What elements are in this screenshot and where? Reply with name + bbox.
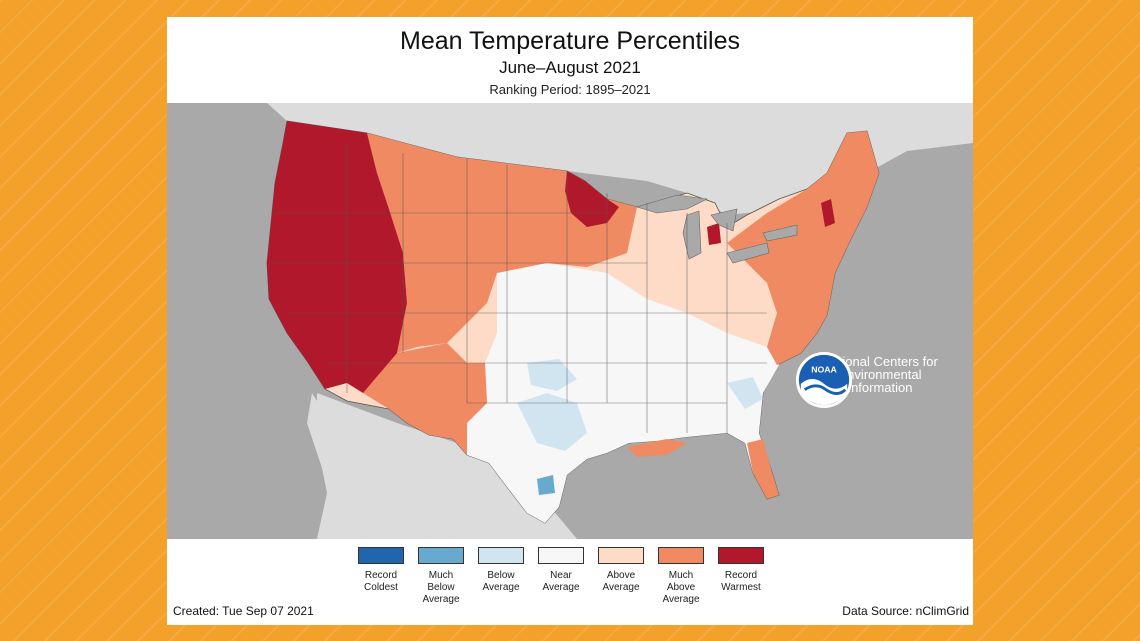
data-source: Data Source: nClimGrid — [842, 604, 969, 618]
region-much-below-average — [537, 475, 555, 495]
us-map: NOAA National Centers for Environmental … — [167, 103, 973, 539]
map-card: Mean Temperature Percentiles June–August… — [167, 17, 973, 625]
legend-label-below-average: Below Average — [482, 570, 520, 593]
legend-item-much-above-average: Much Above Average — [651, 547, 711, 606]
legend-label-much-below-average: Much Below Average — [422, 570, 460, 605]
region-much-above-average-gulf — [627, 439, 687, 457]
legend-item-record-coldest: Record Coldest — [351, 547, 411, 594]
region-record-warmest-west — [267, 121, 407, 393]
legend-label-much-above-average: Much Above Average — [662, 570, 700, 605]
region-much-above-average-northeast — [727, 131, 879, 365]
legend-swatch-much-below-average — [418, 547, 464, 564]
legend-item-below-average: Below Average — [471, 547, 531, 594]
region-below-average-1 — [517, 393, 587, 451]
region-below-average-3 — [727, 377, 763, 409]
region-record-warmest-michigan — [707, 223, 721, 245]
canada-land — [167, 103, 973, 233]
legend-item-above-average: Above Average — [591, 547, 651, 594]
legend-label-record-coldest: Record Coldest — [364, 570, 398, 593]
ranking-period: Ranking Period: 1895–2021 — [489, 82, 651, 97]
legend-label-record-warmest: Record Warmest — [721, 570, 761, 593]
legend-item-record-warmest: Record Warmest — [711, 547, 771, 594]
legend-swatch-near-average — [538, 547, 584, 564]
legend-swatch-record-coldest — [358, 547, 404, 564]
legend-swatch-much-above-average — [658, 547, 704, 564]
legend-label-above-average: Above Average — [602, 570, 640, 593]
legend-label-near-average: Near Average — [542, 570, 580, 593]
region-much-above-average-southwest — [347, 343, 487, 455]
legend-swatch-record-warmest — [718, 547, 764, 564]
great-lakes — [635, 194, 798, 264]
legend-swatch-below-average — [478, 547, 524, 564]
baja-land — [307, 393, 352, 523]
noaa-logo-text: NOAA — [811, 364, 837, 374]
noaa-logo-icon: NOAA — [795, 351, 853, 409]
region-below-average-2 — [527, 359, 577, 391]
map-subtitle: June–August 2021 — [499, 58, 641, 77]
mexico-land — [317, 393, 577, 539]
region-near-average — [467, 263, 779, 523]
noaa-branding: NOAA National Centers for Environmental … — [795, 351, 965, 409]
legend-item-near-average: Near Average — [531, 547, 591, 594]
us-map-graphic — [167, 103, 973, 539]
map-title: Mean Temperature Percentiles — [400, 27, 740, 55]
legend: Record Coldest Much Below Average Below … — [351, 547, 771, 617]
state-borders — [271, 143, 767, 433]
created-date: Created: Tue Sep 07 2021 — [173, 604, 314, 618]
region-much-above-average-florida — [747, 439, 779, 499]
legend-swatch-above-average — [598, 547, 644, 564]
region-record-warmest-newengland — [821, 199, 835, 227]
legend-item-much-below-average: Much Below Average — [411, 547, 471, 606]
